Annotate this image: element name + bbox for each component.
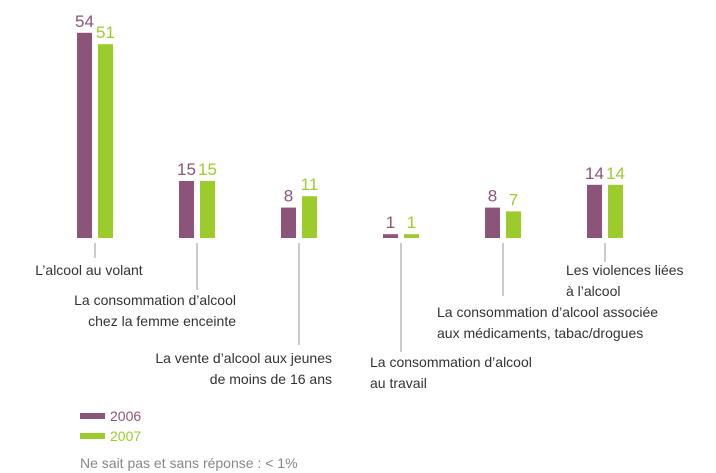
legend-swatch [80,413,105,419]
legend-label: 2007 [110,428,141,444]
value-label: 15 [177,160,196,179]
bar [404,234,419,238]
category-label-line: La consommation d’alcool [74,292,236,308]
value-label: 1 [407,213,416,232]
bar [179,181,194,238]
bar [281,207,296,238]
bar [506,211,521,238]
category-label: La consommation d’alcool au travail [370,354,532,391]
category-label-line: La consommation d’alcool associée [437,304,658,320]
bar [98,44,113,239]
value-label: 7 [509,190,518,209]
category-label: La consommation d’alcool associée aux méd… [437,304,658,341]
category-label: L’alcool au volant [35,262,143,278]
value-label: 8 [284,187,293,206]
bar [485,207,500,238]
category-label: Les violences liées à l’alcool [566,262,684,299]
value-label: 14 [585,164,604,183]
bar [608,184,623,238]
note: Ne sait pas et sans réponse : < 1% [80,455,298,471]
bar [302,196,317,238]
value-label: 1 [386,213,395,232]
category-label-line: au travail [370,375,427,391]
category-label-line: aux médicaments, tabac/drogues [437,325,643,341]
category-label: La vente d’alcool aux jeunes de moins de … [155,350,332,387]
legend-label: 2006 [110,408,141,424]
category-label-line: La consommation d’alcool [370,354,532,370]
category-label-line: Les violences liées [566,262,684,278]
category-label-line: chez la femme enceinte [88,313,236,329]
category-label-line: à l’alcool [566,283,620,299]
bar [200,181,215,238]
value-label: 11 [301,175,319,194]
bar [587,184,602,238]
category-label: La consommation d’alcool chez la femme en… [74,292,236,329]
bar [383,234,398,238]
value-label: 54 [75,12,94,31]
category-label-line: L’alcool au volant [35,262,143,278]
value-label: 8 [488,187,497,206]
category-label-line: de moins de 16 ans [210,371,332,387]
value-label: 51 [96,23,115,42]
legend-swatch [80,433,105,439]
value-label: 14 [606,164,625,183]
bar [77,32,92,238]
value-label: 15 [198,160,217,179]
category-label-line: La vente d’alcool aux jeunes [155,350,332,366]
